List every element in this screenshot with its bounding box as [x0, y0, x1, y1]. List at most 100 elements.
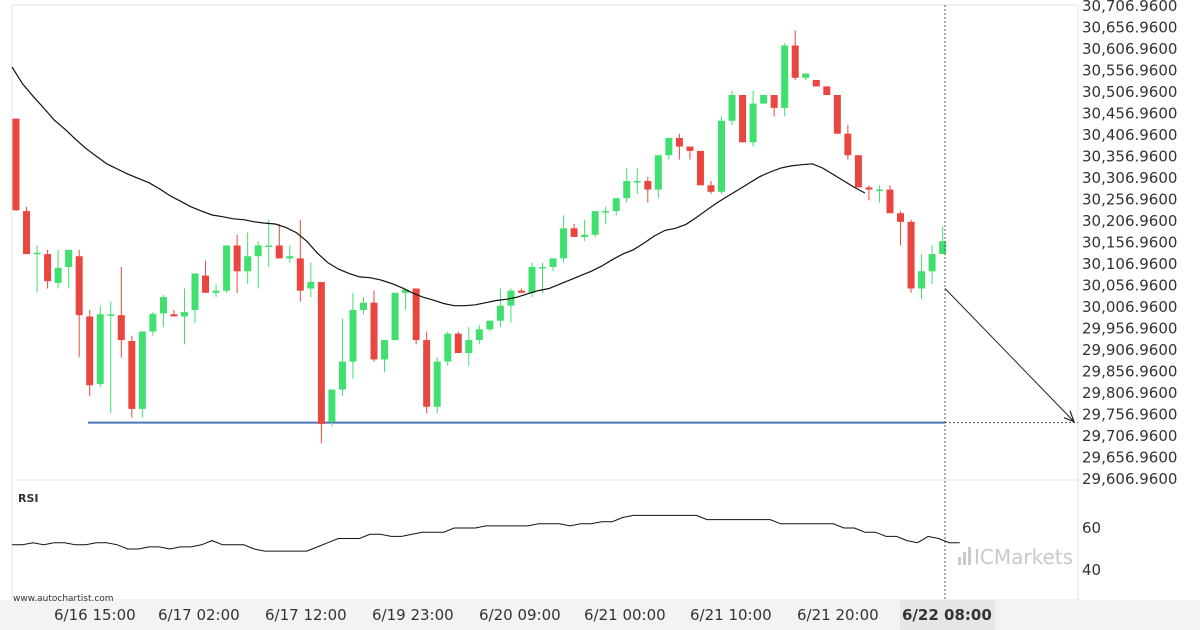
time-tick-label: 6/20 09:00	[479, 606, 561, 624]
candle-body	[412, 288, 420, 341]
candle-body	[654, 155, 662, 190]
candle-body	[402, 289, 410, 293]
candle-body	[707, 185, 715, 192]
time-axis-band	[0, 600, 1200, 630]
price-tick-label: 30,356.9600	[1082, 148, 1177, 166]
candle-body	[486, 320, 494, 330]
candle-body	[180, 312, 188, 317]
candle-body	[496, 305, 504, 321]
price-tick-label: 30,456.9600	[1082, 105, 1177, 123]
candle-body	[23, 211, 31, 255]
candle-body	[44, 254, 52, 282]
price-tick-label: 29,656.9600	[1082, 449, 1177, 467]
moving-average-line	[11, 66, 866, 307]
candle-body	[370, 302, 378, 360]
candle-body	[739, 94, 747, 143]
candle-body	[170, 314, 178, 317]
price-tick-label: 30,156.9600	[1082, 234, 1177, 252]
watermark[interactable]: www.autochartist.com	[13, 594, 114, 604]
candle-body	[86, 316, 94, 386]
rsi-axis: 60 40	[1082, 519, 1101, 579]
candle-body	[581, 234, 589, 237]
time-tick-label: 6/19 23:00	[372, 606, 454, 624]
candle-body	[465, 340, 473, 353]
price-tick-label: 29,906.9600	[1082, 341, 1177, 359]
candle-body	[233, 245, 241, 272]
price-axis: 30,706.9600 30,656.9600 30,606.9600 30,556.…	[1082, 0, 1177, 488]
time-axis: 6/16 15:00 6/17 02:00 6/17 12:00 6/19 23:00…	[54, 606, 992, 624]
candle-body	[560, 228, 568, 259]
candle-body	[918, 271, 926, 289]
time-tick-label: 6/17 02:00	[158, 606, 240, 624]
candle-body	[65, 249, 73, 267]
candle-body	[602, 211, 610, 213]
rsi-tick-label: 60	[1082, 519, 1101, 537]
price-tick-label: 30,656.9600	[1082, 19, 1177, 37]
candle-body	[254, 245, 262, 257]
forecast-arrow-head	[1063, 410, 1076, 423]
candle-body	[781, 45, 789, 108]
brand-logo: ICMarkets	[958, 545, 1073, 569]
price-tick-label: 30,006.9600	[1082, 298, 1177, 316]
rsi-label: RSI	[18, 492, 39, 505]
candle-body	[907, 221, 915, 289]
candle-body	[675, 137, 683, 147]
time-tick-label: 6/21 10:00	[690, 606, 772, 624]
candle-body	[539, 266, 546, 269]
candle-body	[591, 211, 599, 235]
price-tick-label: 29,956.9600	[1082, 320, 1177, 338]
candle-body	[433, 361, 441, 407]
candle-body	[381, 340, 389, 360]
candle-body	[939, 241, 947, 255]
price-tick-label: 29,756.9600	[1082, 406, 1177, 424]
candle-body	[265, 245, 273, 247]
candle-body	[359, 302, 367, 310]
candle-body	[223, 245, 231, 291]
candle-body	[612, 198, 620, 212]
candle-body	[391, 292, 399, 341]
price-tick-label: 30,056.9600	[1082, 277, 1177, 295]
candle-body	[760, 94, 768, 104]
time-tick-label: 6/16 15:00	[54, 606, 136, 624]
price-tick-label: 29,806.9600	[1082, 384, 1177, 402]
candle-body	[749, 103, 757, 143]
candle-body	[286, 256, 294, 259]
candle-body	[623, 180, 631, 199]
candle-body	[833, 94, 841, 134]
candle-body	[696, 150, 704, 186]
rsi-panel-border	[11, 479, 1079, 601]
candle-body	[549, 258, 557, 267]
candle-body	[33, 252, 41, 255]
price-tick-label: 30,556.9600	[1082, 62, 1177, 80]
candle-body	[517, 290, 525, 293]
brand-bar-1	[958, 557, 961, 565]
price-tick-label: 30,406.9600	[1082, 126, 1177, 144]
candle-body	[812, 79, 820, 87]
candle-body	[886, 189, 894, 214]
price-tick-label: 30,206.9600	[1082, 212, 1177, 230]
candle-body	[244, 256, 252, 272]
price-tick-label: 29,856.9600	[1082, 363, 1177, 381]
candle-body	[307, 282, 315, 289]
price-panel-border	[11, 4, 1079, 481]
candle-body	[665, 137, 673, 156]
candle-body	[212, 290, 220, 293]
time-tick-label: 6/22 08:00	[902, 606, 992, 624]
candle-body	[191, 273, 199, 310]
time-tick-label: 6/17 12:00	[265, 606, 347, 624]
candle-body	[802, 73, 810, 78]
candle-body	[728, 94, 736, 121]
candle-body	[444, 333, 452, 362]
candle-body	[117, 315, 125, 341]
time-tick-label: 6/21 20:00	[797, 606, 879, 624]
candle-body	[528, 266, 536, 293]
support-layer	[88, 288, 1078, 424]
time-tick-label: 6/21 00:00	[584, 606, 666, 624]
candle-body	[149, 313, 157, 332]
candle-body	[423, 340, 431, 407]
candle-body	[128, 340, 136, 409]
candle-body	[328, 389, 336, 422]
candle-body	[686, 146, 694, 151]
rsi-layer	[12, 514, 960, 552]
